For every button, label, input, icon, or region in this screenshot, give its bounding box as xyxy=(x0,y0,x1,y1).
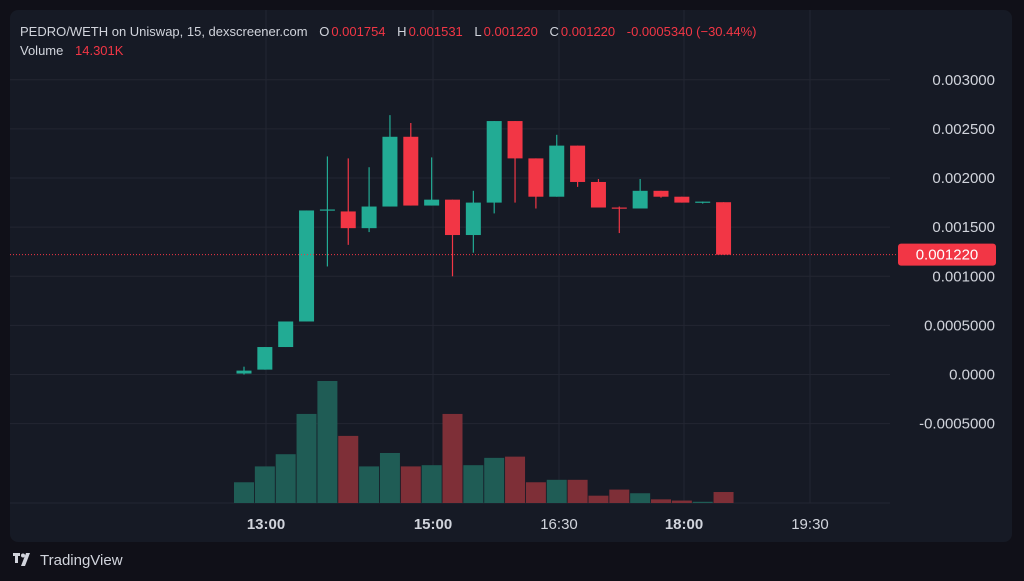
low-value: 0.001220 xyxy=(483,24,538,39)
candle-body[interactable] xyxy=(528,158,544,197)
chart-panel[interactable]: 0.003000 0.002500 0.002000 0.001500 0.001000… xyxy=(10,10,1012,542)
high-label: H xyxy=(397,24,407,39)
candle-body[interactable] xyxy=(299,210,315,322)
high-value: 0.001531 xyxy=(408,24,463,39)
open-label: O xyxy=(319,24,330,39)
volume-bar[interactable] xyxy=(546,479,567,503)
volume-bar[interactable] xyxy=(254,466,275,503)
x-tick-label: 15:00 xyxy=(414,516,452,533)
candle-body[interactable] xyxy=(403,136,419,206)
candle-body[interactable] xyxy=(236,370,252,374)
volume-bar[interactable] xyxy=(400,466,421,503)
close-label: C xyxy=(549,24,559,39)
y-tick-label: 0.0005000 xyxy=(924,317,995,334)
volume-bar[interactable] xyxy=(442,413,463,503)
candlestick-chart[interactable]: 0.003000 0.002500 0.002000 0.001500 0.001000… xyxy=(10,10,1012,542)
candle-body[interactable] xyxy=(590,181,606,208)
volume-bar[interactable] xyxy=(234,482,254,503)
last-price-badge xyxy=(898,243,996,266)
volume-bar[interactable] xyxy=(338,435,359,503)
y-tick-label: 0.003000 xyxy=(932,72,995,89)
low-label: L xyxy=(474,24,482,39)
volume-bar[interactable] xyxy=(567,479,588,503)
candle-body[interactable] xyxy=(632,190,648,209)
candle-body[interactable] xyxy=(257,347,273,370)
volume-bar[interactable] xyxy=(359,466,380,503)
ohlc-legend: PEDRO/WETH on Uniswap, 15, dexscreener.c… xyxy=(20,24,765,39)
y-tick-label: 0.001000 xyxy=(932,268,995,285)
candle-body[interactable] xyxy=(278,321,294,348)
volume-bar[interactable] xyxy=(379,452,400,503)
volume-bar[interactable] xyxy=(671,500,692,503)
volume-bar[interactable] xyxy=(296,413,317,503)
candle-body[interactable] xyxy=(445,199,460,236)
volume-bar[interactable] xyxy=(317,381,338,503)
candle-body[interactable] xyxy=(465,202,481,236)
volume-bar[interactable] xyxy=(651,499,671,503)
y-tick-label: 0.001500 xyxy=(932,219,995,236)
candle-body[interactable] xyxy=(486,121,502,203)
volume-value: 14.301K xyxy=(75,43,124,58)
tradingview-logo-icon xyxy=(13,553,30,566)
volume-bar[interactable] xyxy=(484,457,505,503)
candle-body[interactable] xyxy=(361,206,377,229)
close-value: 0.001220 xyxy=(560,24,616,39)
y-tick-label: 0.002500 xyxy=(932,121,995,138)
x-tick-label: 19:30 xyxy=(791,516,829,533)
volume-legend: Volume 14.301K xyxy=(20,43,131,58)
last-price-label: 0.001220 xyxy=(916,247,979,264)
candle-body[interactable] xyxy=(674,196,690,203)
volume-bar[interactable] xyxy=(713,492,734,503)
tradingview-brand: TradingView xyxy=(40,551,123,569)
volume-bar[interactable] xyxy=(275,454,296,503)
volume-bar[interactable] xyxy=(588,495,609,503)
candle-body[interactable] xyxy=(611,207,627,209)
volume-bar[interactable] xyxy=(505,456,526,503)
volume-bar[interactable] xyxy=(525,482,546,503)
candle-body[interactable] xyxy=(319,209,335,211)
tradingview-attribution[interactable]: TradingView xyxy=(10,548,123,572)
volume-bar[interactable] xyxy=(463,465,484,503)
x-tick-label: 13:00 xyxy=(247,516,285,533)
candle-body[interactable] xyxy=(340,211,356,229)
candle-body[interactable] xyxy=(653,190,669,197)
volume-bar[interactable] xyxy=(692,501,713,503)
candle-body[interactable] xyxy=(716,202,732,255)
candle-body[interactable] xyxy=(507,121,523,159)
y-tick-label: 0.002000 xyxy=(932,170,995,187)
change-value: -0.0005340 (−30.44%) xyxy=(626,24,757,39)
x-tick-label: 16:30 xyxy=(540,516,578,533)
candle-body[interactable] xyxy=(695,201,711,203)
candle-body[interactable] xyxy=(549,145,565,197)
candle-body[interactable] xyxy=(570,145,586,182)
volume-bar[interactable] xyxy=(630,493,651,503)
volume-bar[interactable] xyxy=(421,465,442,503)
x-tick-label: 18:00 xyxy=(665,516,703,533)
symbol-title[interactable]: PEDRO/WETH on Uniswap, 15, dexscreener.c… xyxy=(20,24,308,39)
y-tick-label: -0.0005000 xyxy=(919,416,995,433)
volume-bar[interactable] xyxy=(609,489,630,503)
candle-body[interactable] xyxy=(424,199,440,206)
volume-label: Volume xyxy=(20,43,64,58)
candle-body[interactable] xyxy=(382,136,398,207)
open-value: 0.001754 xyxy=(331,24,386,39)
y-tick-label: 0.0000 xyxy=(949,367,995,384)
